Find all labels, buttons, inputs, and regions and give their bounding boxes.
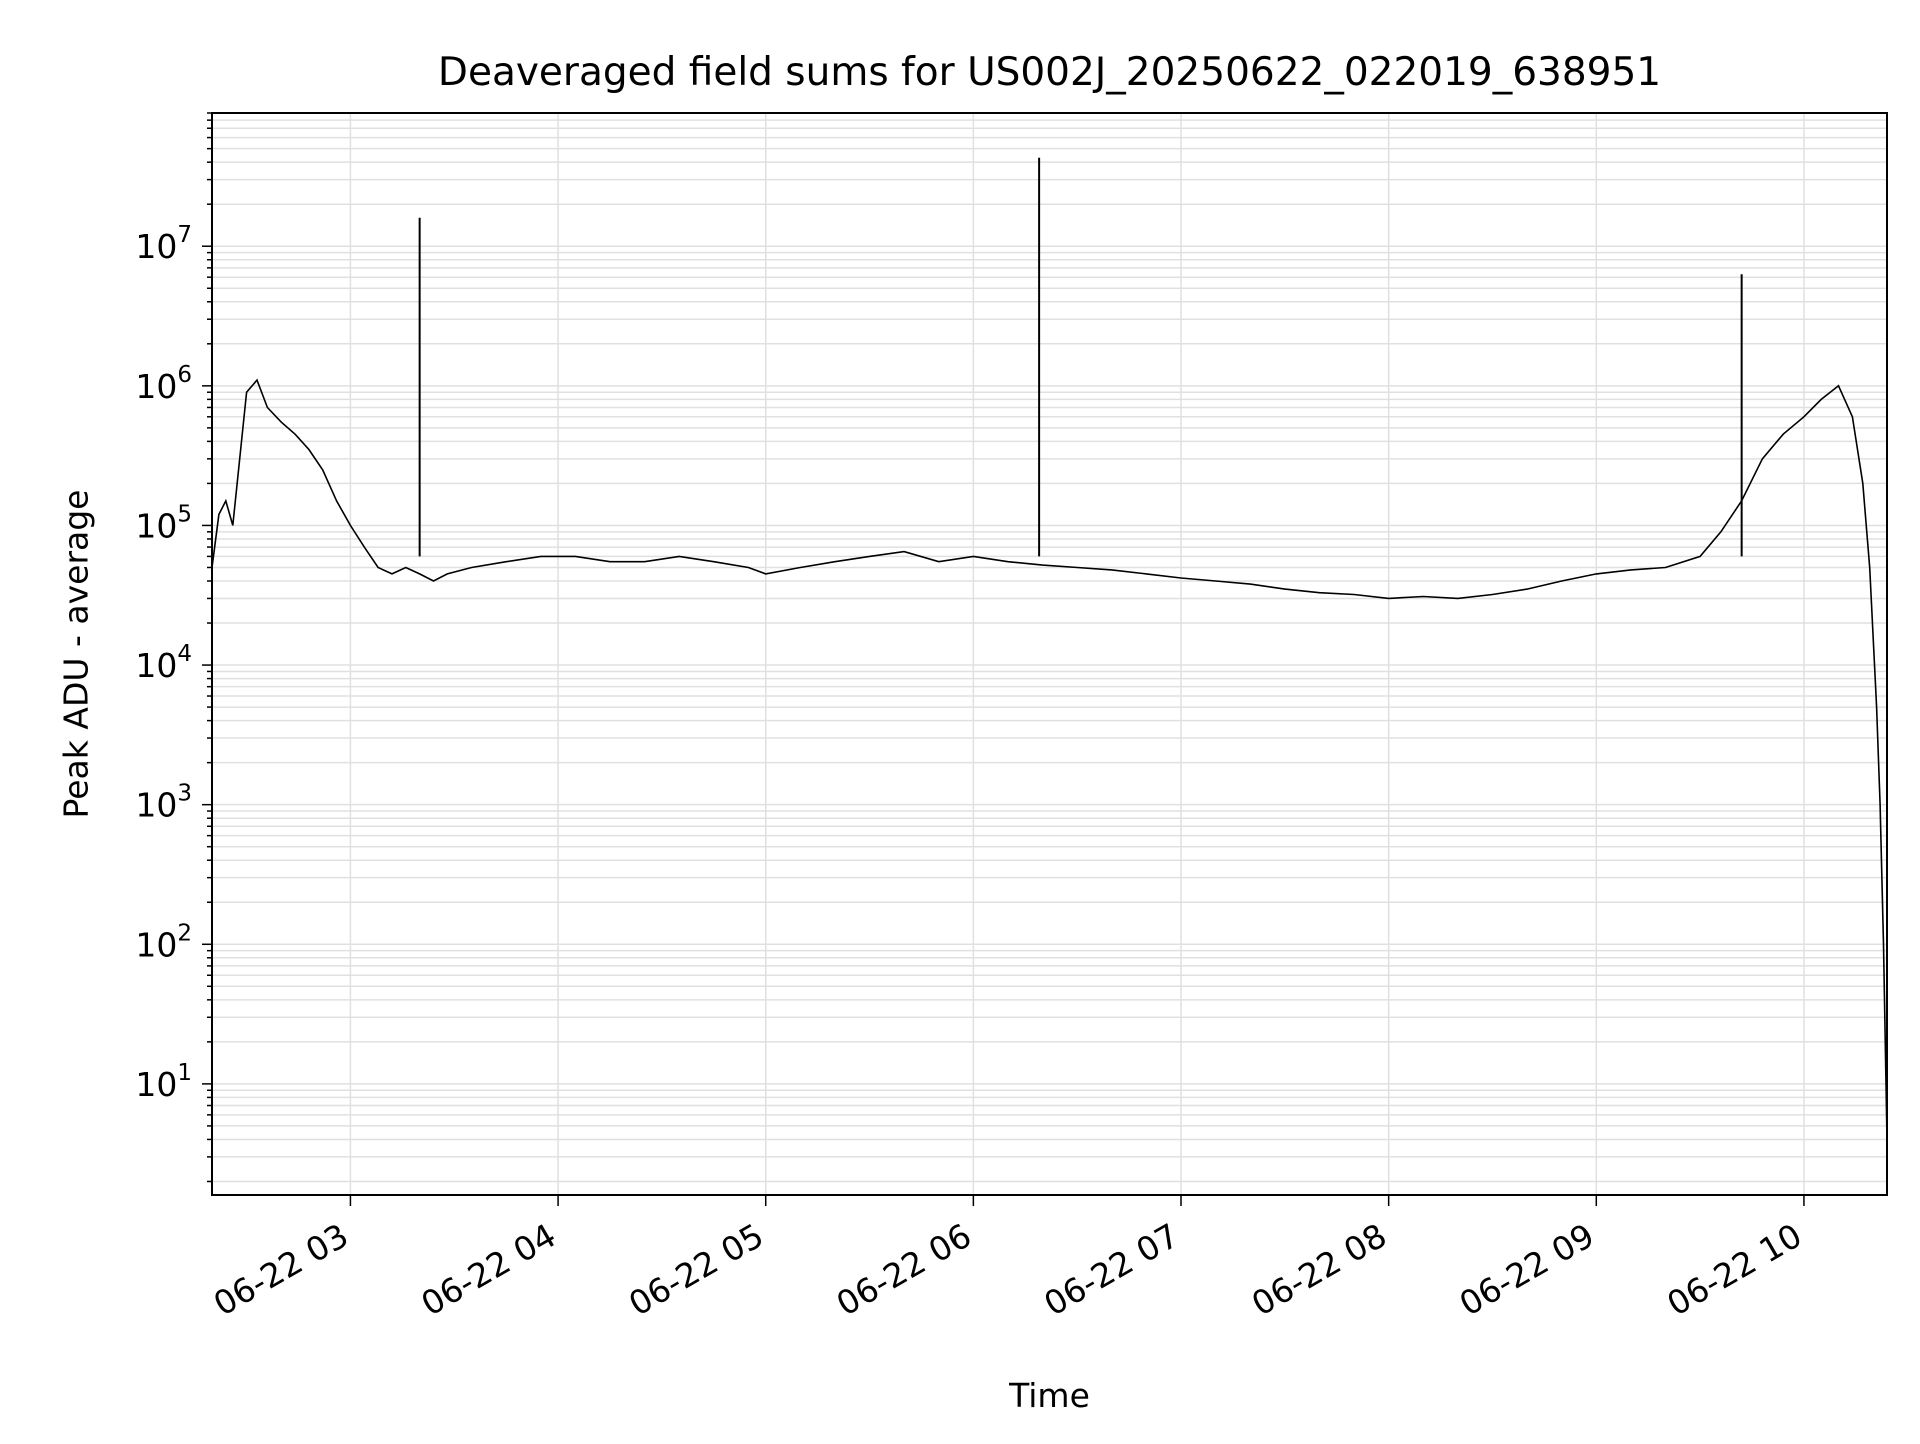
y-tick-label: 107 [135, 222, 192, 266]
y-tick-label: 106 [135, 362, 192, 406]
y-tick-label: 101 [135, 1060, 192, 1104]
chart-title: Deaveraged field sums for US002J_2025062… [438, 50, 1661, 95]
series-layer [211, 157, 1888, 1140]
y-tick-label: 102 [135, 920, 192, 964]
grid-layer [212, 112, 1887, 1195]
series-line [211, 378, 1888, 1140]
y-axis-label: Peak ADU - average [57, 490, 96, 819]
y-tick-label: 103 [135, 781, 192, 825]
x-axis-label: Time [1008, 1376, 1090, 1415]
y-tick-label: 105 [135, 501, 192, 545]
plot-frame [211, 112, 1888, 1196]
y-tick-label: 104 [135, 641, 192, 685]
